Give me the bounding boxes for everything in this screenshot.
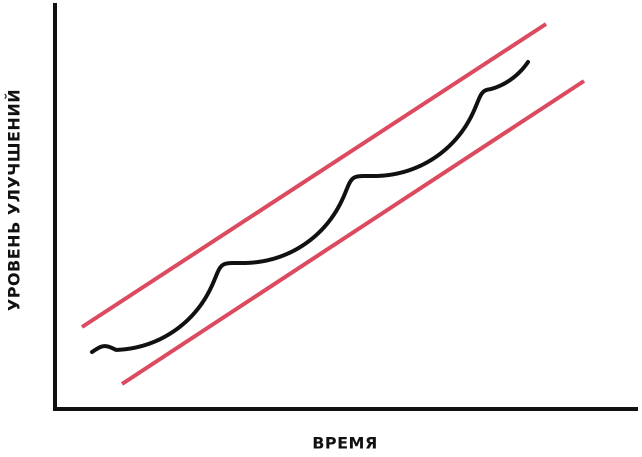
lower-bound-line <box>120 79 586 386</box>
upper-bound-line <box>80 22 548 329</box>
y-axis-title: УРОВЕНЬ УЛУЧШЕНИЙ <box>4 88 24 312</box>
spiral-progress-curve <box>90 60 530 354</box>
x-axis-title: ВРЕМЯ <box>312 433 378 453</box>
